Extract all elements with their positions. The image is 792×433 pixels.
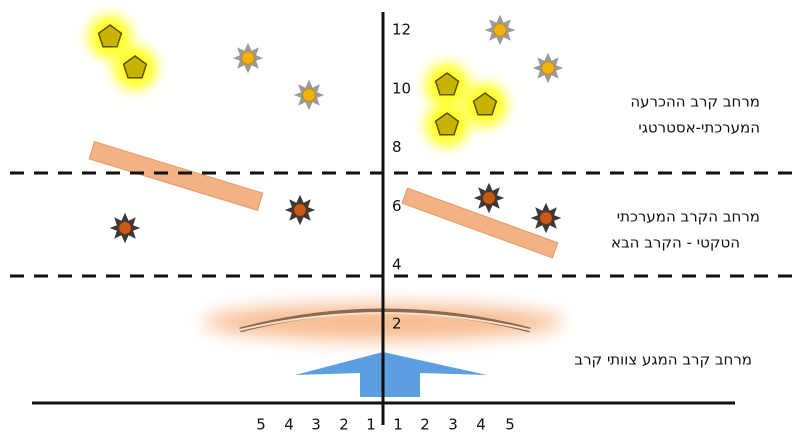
zone-label: הטקטי - הקרב הבא — [611, 234, 740, 252]
y-label: 6 — [392, 197, 402, 215]
sun-icon — [531, 203, 562, 234]
pentagon — [425, 63, 469, 107]
sun-icon — [474, 183, 505, 214]
x-label: 1 — [393, 416, 403, 433]
zone-label: מרחב קרב המגע צוותי קרב — [574, 351, 752, 369]
y-label: 4 — [392, 256, 402, 274]
x-label: 3 — [448, 416, 458, 433]
pentagon — [463, 83, 507, 127]
sun-icon — [110, 213, 141, 244]
zone-label: המערכתי-אסטרטגי — [638, 119, 760, 137]
pentagon — [425, 103, 469, 147]
plank — [89, 142, 263, 211]
x-label: 3 — [311, 416, 321, 433]
sun-icon — [285, 195, 316, 226]
x-label: 2 — [339, 416, 349, 433]
x-label: 5 — [256, 416, 266, 433]
y-label: 10 — [392, 79, 411, 97]
y-labels: 12 10 8 6 4 2 — [392, 21, 411, 333]
suns — [110, 15, 564, 244]
zone-label: מרחב הקרב המערכתי — [617, 208, 760, 226]
pentagon — [113, 46, 157, 90]
y-label: 12 — [392, 21, 411, 39]
x-label: 1 — [366, 416, 376, 433]
x-label: 4 — [284, 416, 294, 433]
sun-icon — [233, 43, 264, 74]
arrow — [295, 352, 487, 397]
x-label: 4 — [476, 416, 486, 433]
sun-icon — [485, 15, 516, 46]
y-label: 2 — [392, 315, 402, 333]
sun-icon — [533, 53, 564, 84]
zone-label: מרחב קרב ההכרעה — [630, 93, 760, 111]
diagram: 12108642 5432112345 מרחב קרב ההכרעה המער… — [0, 0, 792, 433]
x-label: 5 — [505, 416, 515, 433]
glowing-pentagons — [88, 15, 507, 147]
y-label: 8 — [392, 138, 402, 156]
x-label: 2 — [420, 416, 430, 433]
sun-icon — [294, 80, 325, 111]
